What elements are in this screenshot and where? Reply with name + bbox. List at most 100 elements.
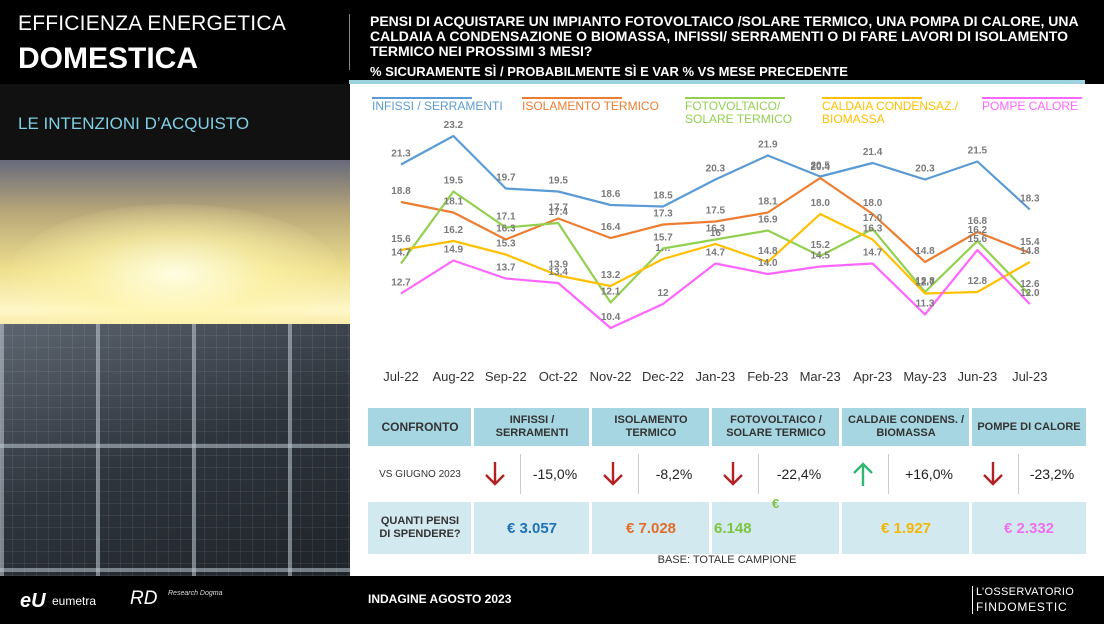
x-tick-label: Feb-23 bbox=[747, 369, 788, 384]
data-label: 16.8 bbox=[968, 216, 988, 227]
data-label: 12.7 bbox=[391, 278, 411, 289]
data-label: 21.4 bbox=[863, 147, 883, 158]
data-label: 15.7 bbox=[653, 233, 673, 244]
x-tick-label: Sep-22 bbox=[485, 369, 527, 384]
data-label: 15.3 bbox=[496, 239, 516, 250]
section-band: LE INTENZIONI D’ACQUISTO bbox=[0, 84, 350, 160]
research-dogma-logo: RD bbox=[130, 588, 158, 609]
data-label: 18.8 bbox=[391, 186, 411, 197]
sun-glow bbox=[10, 204, 340, 344]
data-label: 11.3 bbox=[916, 299, 935, 310]
data-label: 21.3 bbox=[391, 149, 411, 160]
column-separator bbox=[709, 408, 712, 554]
vs-row-cell: -8,2% bbox=[592, 446, 710, 502]
x-tick-label: Mar-23 bbox=[800, 369, 841, 384]
change-percent: -15,0% bbox=[532, 466, 578, 482]
spend-cell: € 2.332 bbox=[972, 502, 1086, 554]
data-label: 20.3 bbox=[706, 164, 726, 175]
data-label: 17.0 bbox=[863, 213, 883, 224]
data-label: 12.7 bbox=[915, 278, 935, 289]
data-label: 16.2 bbox=[968, 225, 988, 236]
legend-label: SOLARE TERMICO bbox=[685, 112, 792, 126]
vs-cell-divider bbox=[758, 454, 759, 494]
spend-amount: 6.148 bbox=[714, 519, 752, 537]
comparison-column-header: POMPE DI CALORE bbox=[972, 408, 1086, 446]
data-label: 14.7 bbox=[706, 248, 726, 259]
vs-row-cell: -15,0% bbox=[474, 446, 590, 502]
spend-cell: € 7.028 bbox=[592, 502, 710, 554]
spend-cell: 6.148 € bbox=[712, 496, 840, 554]
line-chart: INFISSI / SERRAMENTI ISOLAMENTO TERMICO FO… bbox=[350, 84, 1104, 394]
data-label: 12.8 bbox=[915, 276, 935, 287]
data-label: 17.4 bbox=[548, 207, 568, 218]
chart-subtitle: % SICURAMENTE SÌ / PROBABILMENTE SÌ E VA… bbox=[370, 64, 848, 79]
spend-row-label-cell: QUANTI PENSI DI SPENDERE? bbox=[368, 502, 472, 554]
legend-label: BIOMASSA bbox=[822, 112, 885, 126]
data-label: 15.6 bbox=[968, 234, 988, 245]
data-label: 19.7 bbox=[496, 173, 516, 184]
data-label: 10.4 bbox=[601, 312, 621, 323]
data-label: 21.9 bbox=[758, 140, 778, 151]
osservatorio-logo-bar bbox=[972, 586, 973, 614]
x-tick-label: Jun-23 bbox=[958, 369, 998, 384]
change-percent: +16,0% bbox=[905, 466, 953, 482]
vs-cell-divider bbox=[638, 454, 639, 494]
vs-cell-divider bbox=[1018, 454, 1019, 494]
vs-row-cell: -23,2% bbox=[972, 446, 1086, 502]
data-label: 20.4 bbox=[810, 162, 830, 173]
line-chart-svg: INFISSI / SERRAMENTI ISOLAMENTO TERMICO FO… bbox=[372, 97, 1082, 384]
data-label: 16.4 bbox=[601, 222, 621, 233]
data-label: 17.1 bbox=[496, 212, 516, 223]
x-tick-label: Jul-23 bbox=[1012, 369, 1047, 384]
comparison-column-header: INFISSI / SERRAMENTI bbox=[474, 408, 590, 446]
data-label: 12.8 bbox=[968, 276, 988, 287]
comparison-column-header: CALDAIE CONDENS. / BIOMASSA bbox=[842, 408, 970, 446]
spend-value: € 3.057 bbox=[506, 519, 558, 537]
vs-row-cell: +16,0% bbox=[842, 446, 970, 502]
data-label: 18.6 bbox=[601, 189, 621, 200]
data-label: 14.5 bbox=[810, 251, 830, 262]
vs-cell-divider bbox=[888, 454, 889, 494]
legend-label: INFISSI / SERRAMENTI bbox=[372, 99, 503, 113]
data-label: 14.8 bbox=[758, 246, 778, 257]
spend-value: € 1.927 bbox=[880, 519, 932, 537]
x-tick-label: Apr-23 bbox=[853, 369, 892, 384]
header-divider bbox=[349, 14, 350, 70]
spend-cell: € 1.927 bbox=[842, 502, 970, 554]
spend-value: 6.148 € bbox=[712, 496, 840, 554]
legend-label: FOTOVOLTAICO/ bbox=[685, 99, 781, 113]
data-label: 13.7 bbox=[496, 263, 516, 274]
data-label: 18.0 bbox=[810, 198, 830, 209]
data-label: 14.7 bbox=[863, 248, 883, 259]
comparison-column-header: ISOLAMENTO TERMICO bbox=[592, 408, 710, 446]
legend-item: FOTOVOLTAICO/SOLARE TERMICO bbox=[685, 97, 792, 126]
comparison-column-header: FOTOVOLTAICO / SOLARE TERMICO bbox=[712, 408, 840, 446]
data-label: 12.0 bbox=[1020, 288, 1040, 299]
survey-date: INDAGINE AGOSTO 2023 bbox=[368, 592, 512, 606]
eumetra-logo: eU bbox=[20, 590, 46, 612]
data-label: 18.3 bbox=[1020, 194, 1040, 205]
data-label: 16.9 bbox=[758, 215, 778, 226]
data-label: 14.8 bbox=[915, 246, 935, 257]
data-label: 17.7 bbox=[548, 203, 568, 214]
spend-value: € 7.028 bbox=[625, 519, 677, 537]
data-label: 23.2 bbox=[444, 120, 464, 131]
header-accent-line bbox=[349, 80, 1085, 84]
spend-row-label: QUANTI PENSI DI SPENDERE? bbox=[379, 515, 461, 540]
data-label: 16 bbox=[710, 228, 722, 239]
change-percent: -23,2% bbox=[1029, 466, 1075, 482]
data-label: 18.1 bbox=[444, 197, 464, 208]
data-label: 14.8 bbox=[1020, 246, 1040, 257]
data-label: 12.1 bbox=[601, 287, 621, 298]
series-line bbox=[400, 212, 1031, 295]
change-percent: -8,2% bbox=[655, 466, 693, 482]
column-separator bbox=[839, 408, 842, 554]
data-label: 14.0 bbox=[758, 258, 778, 269]
arrow-down-icon bbox=[974, 446, 1012, 502]
spend-currency: € bbox=[772, 496, 780, 511]
data-label: 16.2 bbox=[444, 225, 464, 236]
comparison-header-label: CONFRONTO bbox=[368, 408, 472, 446]
x-tick-label: Jul-22 bbox=[383, 369, 418, 384]
page-title-line2: DOMESTICA bbox=[18, 42, 198, 75]
data-label: 17.5 bbox=[706, 206, 726, 217]
